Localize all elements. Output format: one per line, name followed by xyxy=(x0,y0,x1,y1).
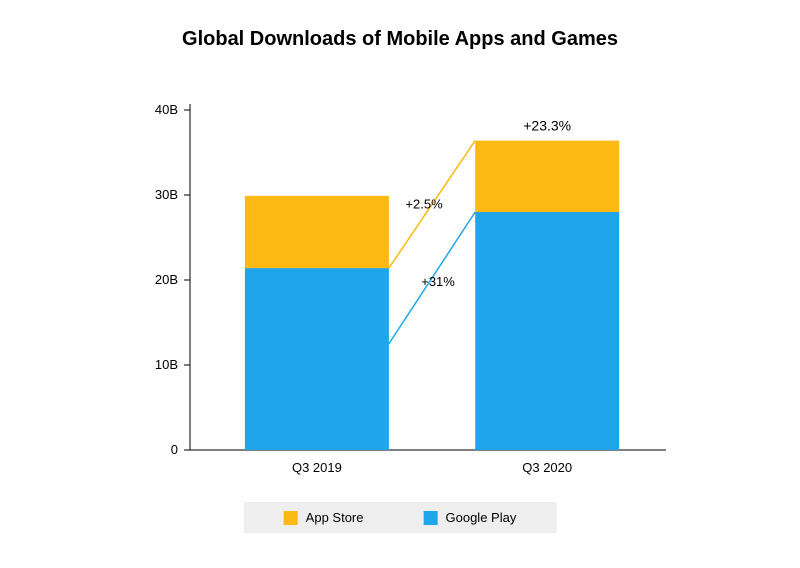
delta-total-label: +23.3% xyxy=(523,118,571,134)
legend-label-appstore: App Store xyxy=(306,510,364,525)
legend-item-appstore: App Store xyxy=(284,510,364,525)
delta-appstore-label: +2.5% xyxy=(405,196,443,211)
y-tick-label: 30B xyxy=(155,187,178,202)
legend-swatch-appstore xyxy=(284,511,298,525)
x-category-label: Q3 2019 xyxy=(292,460,342,475)
legend-item-googleplay: Google Play xyxy=(424,510,517,525)
chart-svg: 0 10B 20B 30B 40B Q3 2019 Q3 2020 +23.3% +2.5% +3… xyxy=(0,0,800,568)
x-category-label: Q3 2020 xyxy=(522,460,572,475)
chart-area: 0 10B 20B 30B 40B Q3 2019 Q3 2020 +23.3% +2.5% +3… xyxy=(0,0,800,568)
legend-label-googleplay: Google Play xyxy=(446,510,517,525)
y-tick-label: 10B xyxy=(155,357,178,372)
legend: App Store Google Play xyxy=(244,502,557,533)
delta-googleplay-label: +31% xyxy=(421,274,455,289)
y-tick-label: 40B xyxy=(155,102,178,117)
legend-swatch-googleplay xyxy=(424,511,438,525)
bar-appstore xyxy=(245,196,389,268)
y-tick-label: 0 xyxy=(171,442,178,457)
bar-googleplay xyxy=(475,212,619,450)
bar-appstore xyxy=(475,141,619,212)
bar-googleplay xyxy=(245,268,389,450)
y-tick-label: 20B xyxy=(155,272,178,287)
